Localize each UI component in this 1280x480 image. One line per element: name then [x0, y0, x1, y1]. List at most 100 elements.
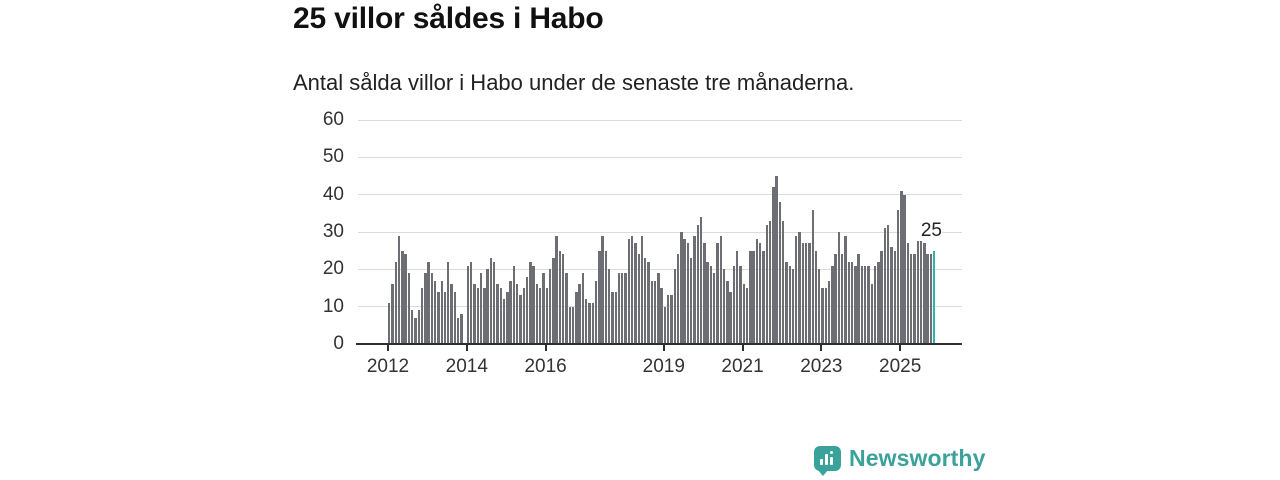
bar	[598, 250, 601, 344]
bar	[906, 243, 910, 344]
bar	[749, 250, 752, 344]
bar	[798, 232, 801, 344]
bar	[607, 269, 611, 344]
bar	[584, 299, 588, 344]
y-tick-label-60: 60	[322, 109, 344, 130]
bar	[667, 295, 670, 344]
bar	[571, 306, 575, 344]
bar	[893, 250, 896, 344]
bar	[420, 288, 424, 344]
bar	[407, 273, 411, 344]
bar	[601, 235, 604, 344]
x-tick-2023	[820, 345, 823, 351]
bar	[450, 284, 453, 344]
bar	[565, 273, 568, 344]
bar	[509, 280, 512, 344]
bar	[768, 220, 772, 344]
bar	[834, 254, 837, 344]
bar	[919, 232, 923, 344]
bar	[867, 265, 870, 344]
bar	[676, 254, 680, 344]
bar	[397, 235, 401, 344]
bar	[483, 288, 486, 344]
bar	[640, 235, 644, 344]
bar	[772, 187, 775, 344]
bar	[795, 235, 798, 344]
bar	[394, 261, 397, 344]
bar	[673, 269, 676, 344]
bar	[729, 291, 732, 344]
bar	[900, 190, 903, 344]
bar	[634, 243, 637, 344]
bar	[926, 254, 929, 344]
bar	[818, 269, 821, 344]
bar	[775, 176, 778, 344]
bar	[401, 250, 404, 344]
bar	[831, 265, 834, 344]
bar	[535, 284, 539, 344]
bar	[703, 243, 706, 344]
bar	[791, 269, 795, 344]
gridline-y-50	[358, 156, 962, 158]
x-tick-2019	[662, 345, 665, 351]
bar	[427, 261, 430, 344]
bar	[637, 254, 640, 344]
bar	[670, 295, 673, 344]
bar	[762, 250, 765, 344]
x-tick-label-2016: 2016	[524, 356, 567, 377]
bar	[437, 291, 440, 344]
bar	[561, 254, 565, 344]
x-tick-2014	[465, 345, 468, 351]
bar	[479, 273, 483, 344]
bar	[611, 291, 614, 344]
y-tick-label-30: 30	[322, 221, 344, 242]
x-tick-2021	[741, 345, 744, 351]
bar	[752, 250, 755, 344]
gridline-y-40	[358, 194, 962, 196]
bar	[627, 239, 631, 344]
chart-title: 25 villor såldes i Habo	[293, 2, 604, 35]
bar	[909, 254, 913, 344]
bar	[706, 261, 709, 344]
bar	[650, 280, 654, 344]
bar	[923, 243, 926, 344]
bar	[870, 284, 873, 344]
bar	[880, 250, 883, 344]
bar	[913, 254, 916, 344]
bar	[388, 302, 391, 344]
bar	[539, 288, 542, 344]
bar	[896, 209, 900, 344]
x-tick-label-2014: 2014	[445, 356, 488, 377]
gridline-y-10	[358, 306, 962, 308]
bar	[663, 306, 667, 344]
bar	[410, 310, 414, 344]
bar	[683, 239, 686, 344]
bar	[814, 250, 818, 344]
bar	[440, 280, 443, 344]
bar-chart-speech-bubble-icon	[814, 446, 841, 476]
bar	[525, 276, 529, 344]
bar	[578, 284, 581, 344]
bar	[447, 261, 450, 344]
bar	[850, 261, 854, 344]
bar	[647, 261, 650, 344]
brand-name: Newsworthy	[849, 445, 986, 471]
bar	[594, 280, 598, 344]
bar	[722, 269, 726, 344]
bar	[630, 235, 634, 344]
bar	[732, 265, 736, 344]
bar	[473, 284, 476, 344]
bar	[841, 254, 844, 344]
bar	[591, 302, 594, 344]
bar	[929, 254, 933, 344]
bar	[568, 306, 571, 344]
x-tick-2016	[544, 345, 547, 351]
x-tick-label-2019: 2019	[642, 356, 685, 377]
bar	[765, 224, 768, 344]
y-tick-label-0: 0	[333, 333, 344, 354]
bar	[496, 284, 499, 344]
bar	[690, 258, 693, 344]
bar	[460, 314, 463, 344]
bar	[470, 261, 473, 344]
bar	[476, 288, 480, 344]
